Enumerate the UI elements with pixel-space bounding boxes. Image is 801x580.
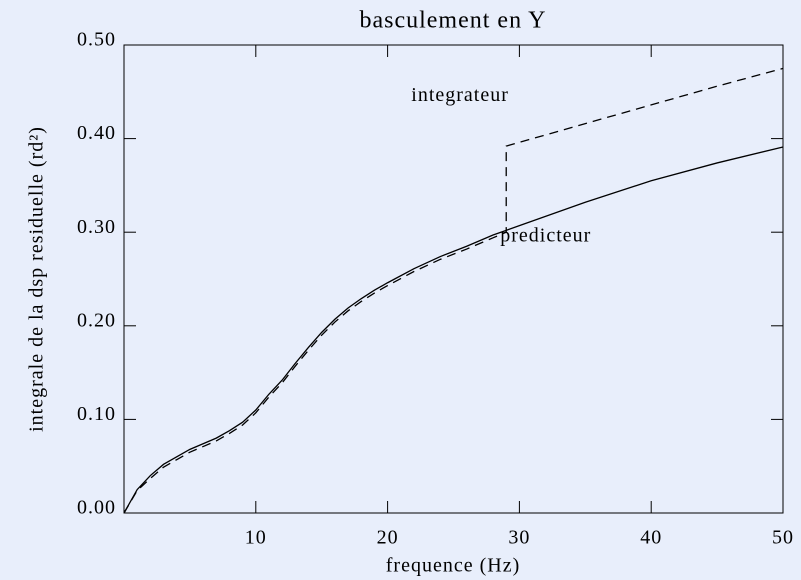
x-tick-label: 20	[377, 527, 399, 549]
x-axis-label: frequence (Hz)	[386, 555, 520, 577]
y-tick-label: 0.50	[77, 29, 116, 51]
x-tick-label: 50	[772, 527, 794, 549]
plot-frame	[123, 44, 784, 514]
y-tick-label: 0.10	[77, 403, 116, 425]
x-tick-label: 10	[245, 527, 267, 549]
y-axis-label: integrale de la dsp residuelle (rd²)	[26, 126, 48, 432]
x-tick-label: 30	[508, 527, 530, 549]
annotation: integrateur	[411, 84, 509, 106]
y-tick-label: 0.00	[77, 497, 116, 519]
y-tick-label: 0.40	[77, 122, 116, 144]
y-tick-label: 0.30	[77, 216, 116, 238]
line-series	[123, 67, 784, 514]
chart-title: basculement en Y	[359, 8, 546, 34]
y-tick-label: 0.20	[77, 309, 116, 331]
annotation: predicteur	[500, 224, 591, 246]
x-tick-label: 40	[640, 527, 662, 549]
